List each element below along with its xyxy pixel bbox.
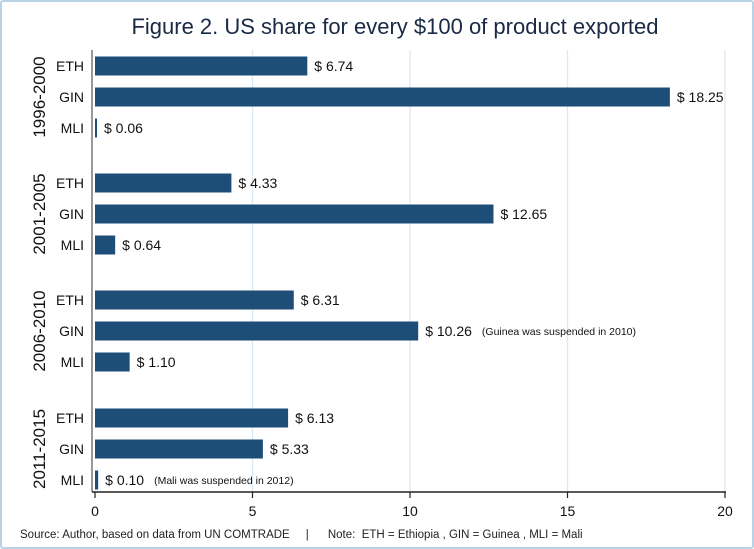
- category-label: GIN: [59, 89, 84, 105]
- bar: [95, 118, 97, 138]
- bar: [95, 87, 670, 107]
- bar-note: (Guinea was suspended in 2010): [482, 326, 636, 338]
- data-label: $ 0.64: [122, 237, 161, 253]
- category-label: MLI: [61, 120, 84, 136]
- data-label: $ 5.33: [270, 441, 309, 457]
- category-label: GIN: [59, 441, 84, 457]
- data-label: $ 0.06: [104, 120, 143, 136]
- x-tick-label: 10: [402, 503, 418, 519]
- bar-note: (Mali was suspended in 2012): [154, 475, 294, 487]
- data-label: $ 0.10: [105, 472, 144, 488]
- group-label: 2011-2015: [30, 409, 49, 489]
- category-label: MLI: [61, 354, 84, 370]
- group-label: 2001-2005: [30, 173, 49, 254]
- category-label: ETH: [56, 292, 84, 308]
- group-label: 2006-2010: [30, 290, 49, 371]
- data-label: $ 6.74: [314, 58, 353, 74]
- category-label: MLI: [61, 472, 84, 488]
- bar: [95, 290, 294, 310]
- bar: [95, 352, 130, 372]
- data-label: $ 12.65: [500, 206, 547, 222]
- category-label: ETH: [56, 410, 84, 426]
- category-label: MLI: [61, 237, 84, 253]
- bar: [95, 204, 494, 224]
- x-tick-label: 15: [560, 503, 576, 519]
- bar: [95, 439, 263, 459]
- group-label: 1996-2000: [30, 56, 49, 137]
- bar: [95, 235, 116, 255]
- x-tick-label: 5: [249, 503, 257, 519]
- data-label: $ 6.13: [295, 410, 334, 426]
- data-label: $ 10.26: [425, 323, 472, 339]
- bar: [95, 56, 308, 76]
- data-label: $ 1.10: [137, 354, 176, 370]
- category-label: ETH: [56, 58, 84, 74]
- chart-title: Figure 2. US share for every $100 of pro…: [131, 14, 658, 39]
- footer-note: Source: Author, based on data from UN CO…: [20, 529, 583, 541]
- data-label: $ 4.33: [238, 175, 277, 191]
- bar: [95, 321, 419, 341]
- x-tick-label: 20: [717, 503, 733, 519]
- category-label: ETH: [56, 175, 84, 191]
- bar: [95, 470, 99, 490]
- category-label: GIN: [59, 206, 84, 222]
- bar: [95, 173, 232, 193]
- data-label: $ 18.25: [677, 89, 724, 105]
- bar: [95, 408, 289, 428]
- x-tick-label: 0: [91, 503, 99, 519]
- category-label: GIN: [59, 323, 84, 339]
- data-label: $ 6.31: [301, 292, 340, 308]
